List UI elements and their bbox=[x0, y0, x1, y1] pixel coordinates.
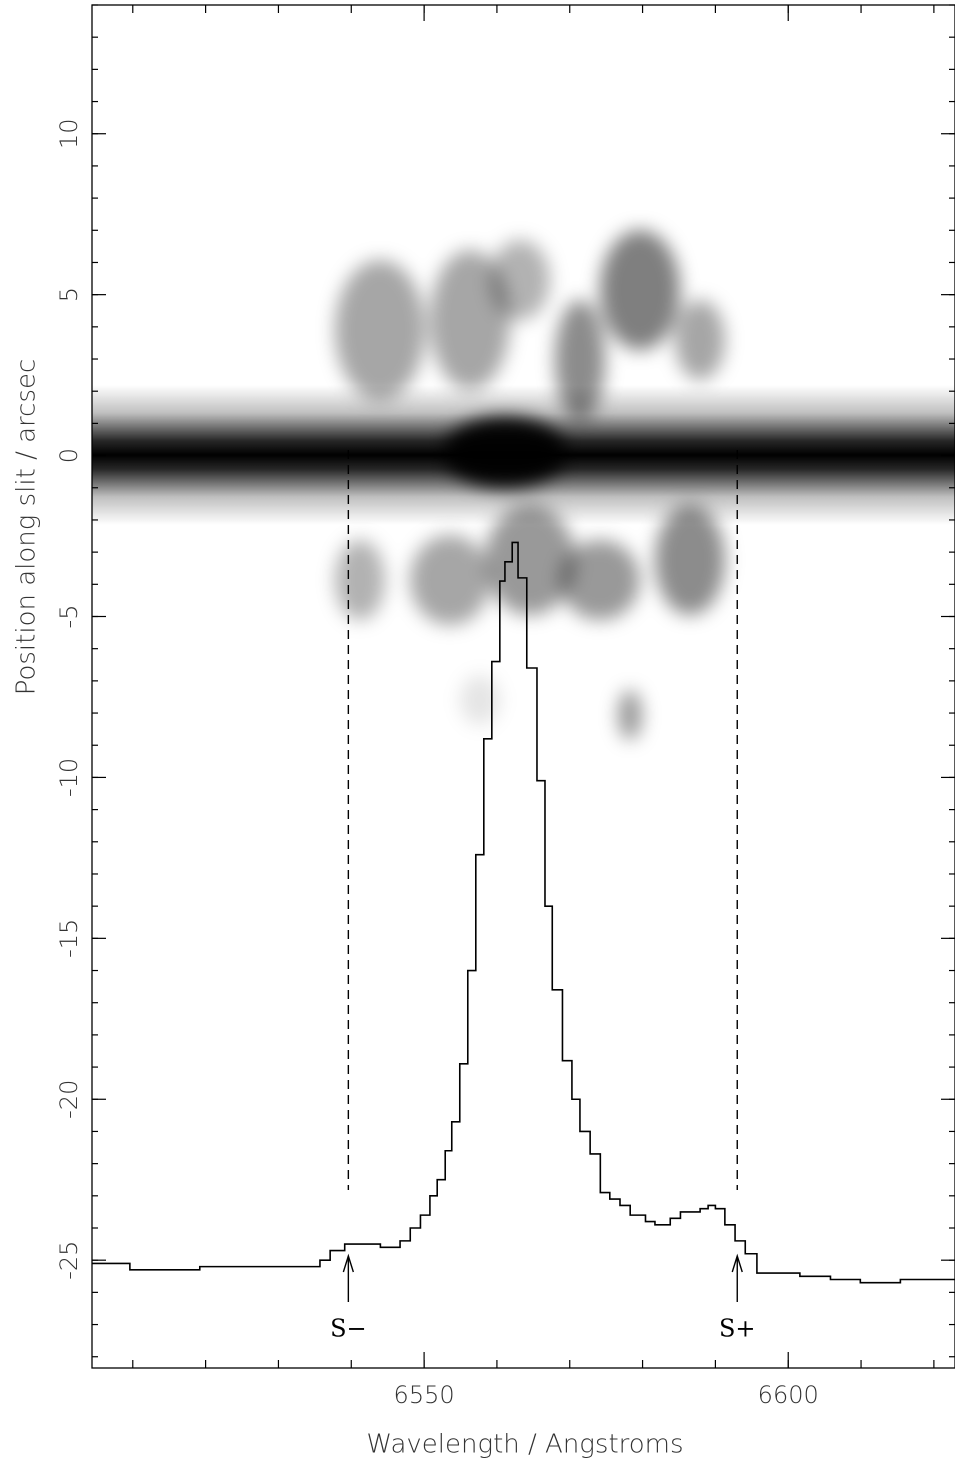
marker-label: S+ bbox=[719, 1315, 756, 1343]
x-tick-label: 6600 bbox=[758, 1381, 819, 1409]
spectrum-line bbox=[92, 541, 955, 1284]
y-tick-label: -15 bbox=[55, 919, 83, 958]
y-tick-label: 5 bbox=[55, 287, 83, 302]
x-tick-label: 6550 bbox=[394, 1381, 455, 1409]
marker-arrow-head bbox=[342, 1253, 355, 1273]
y-tick-label: -25 bbox=[55, 1241, 83, 1280]
plot-frame bbox=[91, 4, 955, 1369]
y-tick-label: 10 bbox=[55, 118, 83, 149]
marker-arrow-head bbox=[731, 1253, 743, 1273]
x-axis-label: Wavelength / Angstroms bbox=[366, 1430, 683, 1460]
y-tick-label: 0 bbox=[55, 448, 83, 463]
marker-label: S− bbox=[330, 1315, 367, 1343]
y-axis-label: Position along slit / arcsec bbox=[12, 359, 42, 696]
spectral-image bbox=[92, 230, 955, 740]
y-tick-label: -10 bbox=[55, 758, 83, 797]
y-tick-label: -5 bbox=[55, 605, 83, 629]
y-tick-label: -20 bbox=[55, 1080, 83, 1119]
